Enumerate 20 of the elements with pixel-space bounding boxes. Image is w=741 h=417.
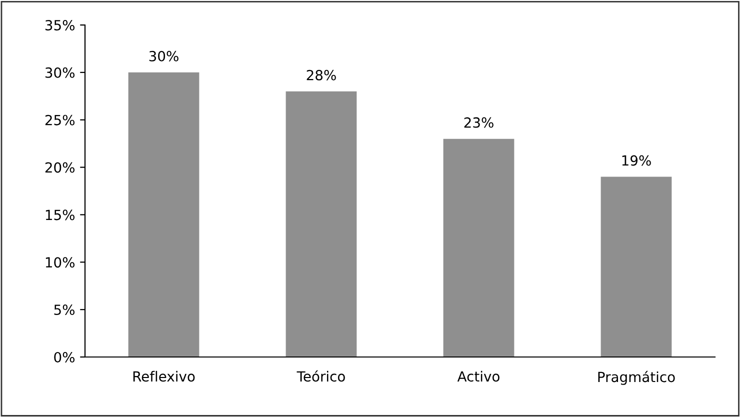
y-tick-label: 20%	[45, 162, 75, 173]
x-tick-label: Reflexivo	[133, 370, 195, 382]
x-tick-label: Activo	[457, 370, 500, 382]
y-tick-label: 0%	[54, 352, 75, 362]
y-tick-label: 25%	[45, 114, 75, 126]
y-tick-label: 15%	[46, 210, 75, 220]
y-tick-label: 10%	[46, 257, 75, 268]
x-tick-label: Pragmático	[598, 370, 675, 385]
data-label: 19%	[622, 155, 651, 166]
y-tick-label: 35%	[45, 20, 75, 30]
y-tick-label: 30%	[45, 67, 75, 78]
data-label: 28%	[306, 70, 336, 80]
x-tick-label: Teórico	[296, 370, 345, 382]
bar	[443, 138, 514, 357]
data-label: 23%	[464, 117, 494, 128]
y-tick-label: 5%	[54, 304, 75, 316]
data-label: 30%	[149, 50, 178, 62]
bar	[600, 176, 672, 357]
bar	[286, 91, 357, 357]
bar	[128, 72, 200, 357]
